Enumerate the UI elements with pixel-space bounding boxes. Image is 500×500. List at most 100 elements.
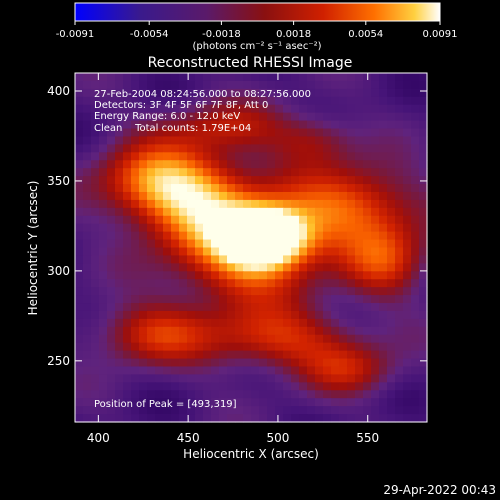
heatmap-cell xyxy=(195,168,204,177)
heatmap-cell xyxy=(275,342,284,352)
heatmap-cell xyxy=(171,342,180,352)
heatmap-cell xyxy=(355,255,364,264)
heatmap-cell xyxy=(371,168,380,177)
heatmap-cell xyxy=(83,120,92,130)
heatmap-cell xyxy=(395,342,404,352)
heatmap-cell xyxy=(139,207,148,217)
heatmap-cell xyxy=(363,263,372,272)
y-tick-label: 250 xyxy=(47,354,70,368)
heatmap-cell xyxy=(235,358,244,368)
heatmap-cell xyxy=(419,112,428,122)
heatmap-cell xyxy=(403,104,412,114)
heatmap-cell xyxy=(299,104,308,114)
heatmap-cell xyxy=(171,104,180,114)
heatmap-cell xyxy=(347,247,356,257)
heatmap-cell xyxy=(371,176,380,185)
heatmap-cell xyxy=(83,342,92,352)
heatmap-cell xyxy=(147,271,156,280)
heatmap-cell xyxy=(163,96,172,106)
heatmap-cell xyxy=(235,136,244,145)
heatmap-cell xyxy=(267,144,276,153)
heatmap-cell xyxy=(387,120,396,130)
heatmap-cell xyxy=(131,390,140,399)
heatmap-cell xyxy=(75,279,84,288)
heatmap-cell xyxy=(99,358,108,368)
heatmap-cell xyxy=(107,287,116,296)
heatmap-cell xyxy=(363,310,372,320)
heatmap-cell xyxy=(395,350,404,360)
heatmap-cell xyxy=(227,128,236,138)
heatmap-cell xyxy=(307,96,316,106)
heatmap-cell xyxy=(387,366,396,376)
heatmap-cell xyxy=(131,414,140,423)
heatmap-cell xyxy=(331,326,340,336)
heatmap-cell xyxy=(363,104,372,114)
heatmap-cell xyxy=(379,334,388,344)
heatmap-cell xyxy=(211,112,220,122)
heatmap-cell xyxy=(299,342,308,352)
heatmap-cell xyxy=(299,215,308,225)
heatmap-cell xyxy=(283,334,292,344)
heatmap-cell xyxy=(155,184,164,193)
heatmap-cell xyxy=(347,414,356,423)
heatmap-cell xyxy=(419,191,428,201)
heatmap-cell xyxy=(291,73,300,82)
heatmap-cell xyxy=(219,390,228,399)
heatmap-cell xyxy=(299,176,308,185)
heatmap-cell xyxy=(251,176,260,185)
heatmap-cell xyxy=(387,398,396,407)
heatmap-cell xyxy=(419,239,428,249)
heatmap-cell xyxy=(83,247,92,257)
heatmap-cell xyxy=(363,398,372,407)
heatmap-cell xyxy=(147,334,156,344)
heatmap-cell xyxy=(267,88,276,98)
heatmap-cell xyxy=(259,271,268,280)
heatmap-cell xyxy=(163,112,172,122)
heatmap-cell xyxy=(363,207,372,217)
heatmap-cell xyxy=(387,199,396,209)
heatmap-cell xyxy=(387,287,396,296)
heatmap-cell xyxy=(131,104,140,114)
heatmap-cell xyxy=(203,191,212,201)
heatmap-cell xyxy=(251,398,260,407)
heatmap-cell xyxy=(323,73,332,82)
heatmap-cell xyxy=(299,310,308,320)
heatmap-cell xyxy=(219,239,228,249)
heatmap-cell xyxy=(347,199,356,209)
heatmap-cell xyxy=(379,96,388,106)
heatmap-cell xyxy=(403,152,412,161)
heatmap-cell xyxy=(163,104,172,114)
heatmap-cell xyxy=(315,279,324,288)
heatmap-cell xyxy=(179,136,188,145)
heatmap-cell xyxy=(291,255,300,264)
heatmap-cell xyxy=(227,382,236,391)
heatmap-cell xyxy=(107,350,116,360)
heatmap-cell xyxy=(227,199,236,209)
y-axis-label: Heliocentric Y (arcsec) xyxy=(26,181,40,316)
heatmap-cell xyxy=(355,191,364,201)
heatmap-cell xyxy=(235,334,244,344)
heatmap-cell xyxy=(371,374,380,383)
heatmap-cell xyxy=(211,255,220,264)
heatmap-cell xyxy=(179,184,188,193)
heatmap-cell xyxy=(347,295,356,304)
heatmap-cell xyxy=(243,176,252,185)
heatmap-cell xyxy=(139,271,148,280)
heatmap-cell xyxy=(163,390,172,399)
heatmap-cell xyxy=(115,223,124,233)
heatmap-cell xyxy=(139,199,148,209)
heatmap-cell xyxy=(91,168,100,177)
heatmap-cell xyxy=(275,80,284,90)
heatmap-cell xyxy=(155,390,164,399)
heatmap-cell xyxy=(251,247,260,257)
heatmap-cell xyxy=(251,406,260,415)
heatmap-cell xyxy=(123,207,132,217)
heatmap-cell xyxy=(115,215,124,225)
heatmap-cell xyxy=(75,334,84,344)
heatmap-cell xyxy=(411,239,420,249)
heatmap-cell xyxy=(123,271,132,280)
heatmap-cell xyxy=(227,406,236,415)
heatmap-cell xyxy=(251,128,260,138)
heatmap-cell xyxy=(275,263,284,272)
heatmap-cell xyxy=(139,382,148,391)
